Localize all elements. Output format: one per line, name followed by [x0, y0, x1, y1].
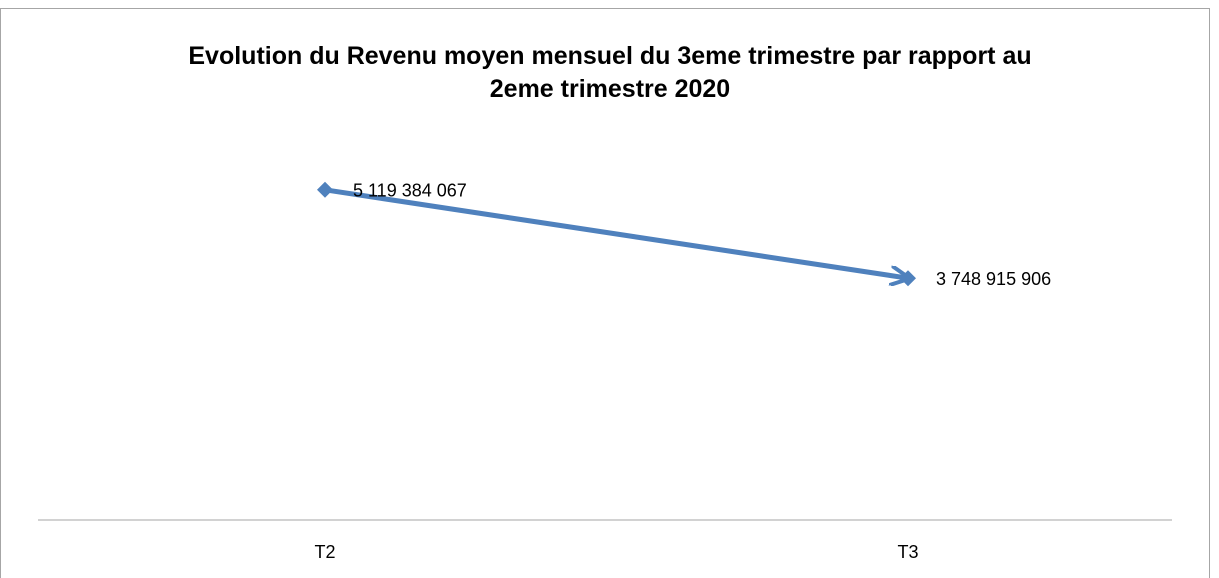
marker [317, 181, 333, 198]
chart-frame [0, 8, 1210, 578]
data-label: 5 119 384 067 [353, 181, 467, 201]
chart-title: Evolution du Revenu moyen mensuel du 3em… [188, 42, 1032, 103]
x-tick-label: T3 [897, 542, 918, 562]
data-label: 3 748 915 906 [936, 269, 1051, 289]
line-series [324, 187, 908, 278]
x-tick-label: T2 [314, 542, 335, 562]
chart-title-box: Evolution du Revenu moyen mensuel du 3em… [110, 40, 1110, 106]
marker [900, 270, 916, 287]
